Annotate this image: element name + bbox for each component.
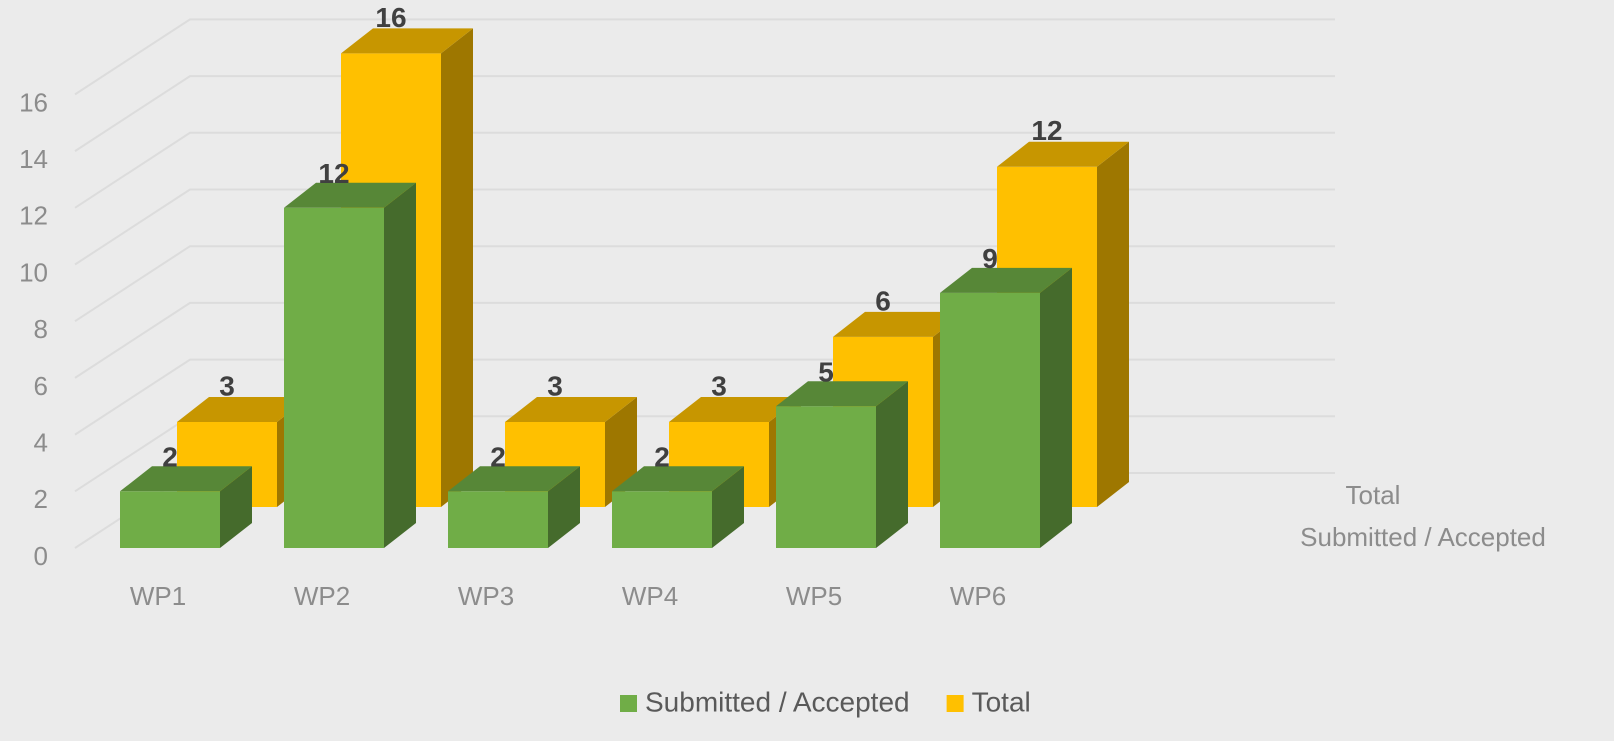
data-label: 2 xyxy=(654,442,670,473)
data-label: 5 xyxy=(818,357,834,388)
bar-front xyxy=(284,207,384,549)
depth-axis-label: Submitted / Accepted xyxy=(1300,522,1546,552)
legend-label: Submitted / Accepted xyxy=(645,686,910,717)
bar-front xyxy=(120,491,220,548)
y-tick-label: 0 xyxy=(34,541,48,571)
data-label: 12 xyxy=(318,158,349,189)
y-tick-label: 2 xyxy=(34,484,48,514)
data-label: 12 xyxy=(1031,115,1062,146)
bar xyxy=(940,267,1072,548)
bar-top xyxy=(448,466,580,492)
bar-front xyxy=(448,491,548,548)
data-label: 2 xyxy=(490,442,506,473)
bar-side xyxy=(876,381,908,548)
depth-axis-label: Total xyxy=(1346,480,1401,510)
bar-top xyxy=(940,267,1072,293)
y-tick-label: 12 xyxy=(19,201,48,231)
y-tick-label: 14 xyxy=(19,144,48,174)
grid-line xyxy=(74,18,1335,96)
y-tick-label: 6 xyxy=(34,371,48,401)
bar-top xyxy=(120,466,252,492)
legend-swatch xyxy=(620,695,637,712)
data-label: 9 xyxy=(982,243,998,274)
bar xyxy=(284,182,416,549)
bar-top xyxy=(284,182,416,208)
x-tick-label: WP2 xyxy=(294,581,350,611)
bar-front xyxy=(612,491,712,548)
bar-top xyxy=(776,381,908,407)
grid-line xyxy=(74,245,1335,323)
legend-label: Total xyxy=(972,686,1031,717)
x-tick-label: WP4 xyxy=(622,581,678,611)
bar-top xyxy=(341,28,473,54)
bar-side xyxy=(548,466,580,548)
x-tick-label: WP3 xyxy=(458,581,514,611)
y-tick-label: 4 xyxy=(34,427,48,457)
bar-top xyxy=(612,466,744,492)
data-label: 6 xyxy=(875,285,891,316)
legend-swatch xyxy=(946,695,964,712)
bar-front xyxy=(776,406,876,548)
bar-side xyxy=(712,466,744,548)
y-tick-label: 16 xyxy=(19,87,48,117)
bar-side xyxy=(384,182,416,549)
bar-side xyxy=(1097,141,1129,508)
bar-side xyxy=(441,28,473,508)
x-tick-label: WP5 xyxy=(786,581,842,611)
bar-front xyxy=(940,292,1040,548)
y-tick-label: 8 xyxy=(34,314,48,344)
bar-top xyxy=(997,141,1129,167)
bar-top xyxy=(505,396,637,422)
data-label: 3 xyxy=(219,370,235,401)
bar xyxy=(612,466,744,548)
bar xyxy=(120,466,252,548)
y-tick-label: 10 xyxy=(19,257,48,287)
x-tick-label: WP6 xyxy=(950,581,1006,611)
bar-top xyxy=(669,396,801,422)
data-label: 2 xyxy=(162,442,178,473)
x-tick-label: WP1 xyxy=(130,581,186,611)
data-label: 3 xyxy=(547,370,563,401)
bar-top xyxy=(177,396,309,422)
data-label: 16 xyxy=(375,2,406,33)
data-label: 3 xyxy=(711,370,727,401)
grid-line xyxy=(74,188,1335,266)
bar-side xyxy=(1040,267,1072,548)
bar xyxy=(776,381,908,548)
bar xyxy=(448,466,580,548)
grid-line xyxy=(74,75,1335,152)
bar-side xyxy=(220,466,252,548)
grid-line xyxy=(74,131,1335,209)
bar-top xyxy=(833,311,965,337)
